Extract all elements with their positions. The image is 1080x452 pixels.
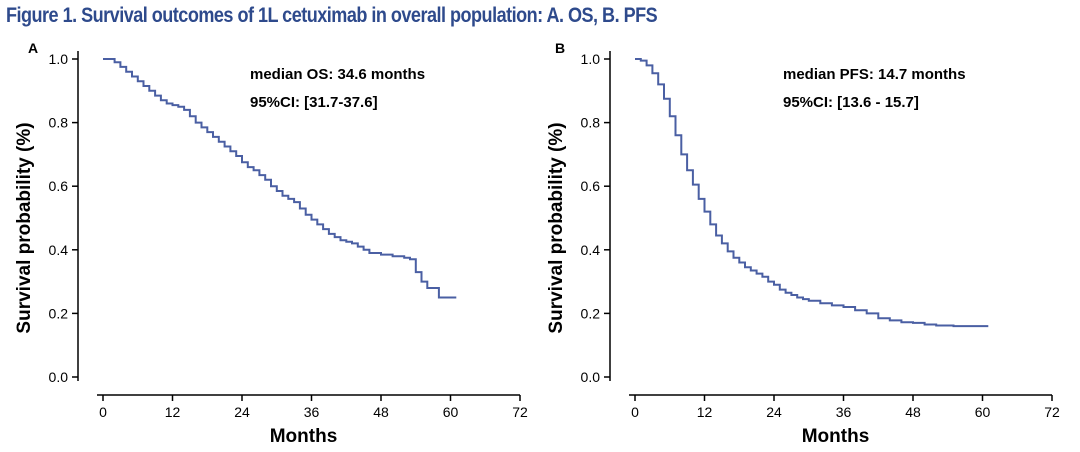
ci-annotation: 95%CI: [31.7-37.6] xyxy=(250,94,378,111)
x-tick-label: 60 xyxy=(975,404,991,420)
y-axis-title: Survival probability (%) xyxy=(546,122,567,333)
y-tick-label: 0.6 xyxy=(581,178,601,194)
y-axis-title: Survival probability (%) xyxy=(14,122,35,333)
x-tick-label: 72 xyxy=(512,404,528,420)
panel-label: B xyxy=(555,40,565,56)
x-tick-label: 12 xyxy=(697,404,713,420)
x-axis-title: Months xyxy=(270,426,338,447)
y-tick-label: 0.2 xyxy=(581,305,601,321)
x-tick-label: 72 xyxy=(1044,404,1060,420)
x-tick-label: 48 xyxy=(905,404,921,420)
figure-title: Figure 1. Survival outcomes of 1L cetuxi… xyxy=(6,4,658,27)
panel-label: A xyxy=(28,40,38,56)
median-annotation: median PFS: 14.7 months xyxy=(783,66,966,83)
x-tick-label: 0 xyxy=(631,404,639,420)
y-tick-label: 0.8 xyxy=(581,115,601,131)
y-tick-label: 0.8 xyxy=(49,115,69,131)
chart-os: 0.0 0.2 0.4 0.6 0.8 1.0 0 12 24 36 48 60 72 Months Sur… xyxy=(14,40,528,447)
x-tick-label: 24 xyxy=(766,404,782,420)
y-tick-label: 0.6 xyxy=(49,178,69,194)
y-tick-label: 0.0 xyxy=(581,369,601,385)
x-tick-label: 48 xyxy=(373,404,389,420)
x-tick-label: 60 xyxy=(443,404,459,420)
y-tick-label: 0.4 xyxy=(581,242,601,258)
median-annotation: median OS: 34.6 months xyxy=(250,66,425,83)
y-tick-label: 1.0 xyxy=(581,51,601,67)
y-tick-label: 0.0 xyxy=(49,369,69,385)
x-tick-label: 24 xyxy=(234,404,250,420)
y-tick-label: 1.0 xyxy=(49,51,69,67)
ci-annotation: 95%CI: [13.6 - 15.7] xyxy=(783,94,919,111)
x-tick-label: 0 xyxy=(99,404,107,420)
x-tick-label: 12 xyxy=(165,404,181,420)
km-curve-pfs xyxy=(635,58,989,328)
x-tick-label: 36 xyxy=(836,404,852,420)
y-tick-label: 0.4 xyxy=(49,242,69,258)
x-tick-label: 36 xyxy=(304,404,320,420)
x-axis-title: Months xyxy=(802,426,870,447)
chart-pfs: 0.0 0.2 0.4 0.6 0.8 1.0 0 12 24 36 48 60 72 Months Sur… xyxy=(546,40,1060,447)
km-curve-os xyxy=(103,58,457,299)
y-tick-label: 0.2 xyxy=(49,305,69,321)
